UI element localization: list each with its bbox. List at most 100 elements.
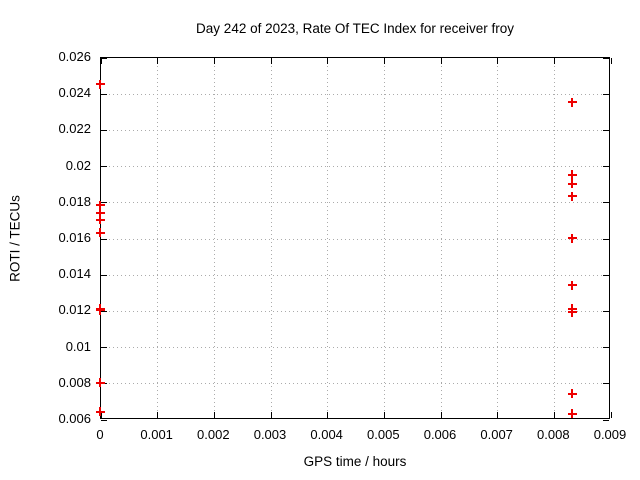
- data-point-marker: [567, 97, 577, 107]
- tick-mark-x: [157, 412, 159, 418]
- x-tick-label: 0.006: [423, 427, 457, 442]
- grid-line-horizontal: [101, 347, 609, 349]
- tick-mark-x: [553, 58, 555, 64]
- grid-line-horizontal: [101, 166, 609, 168]
- y-tick-label: 0.016: [58, 230, 91, 245]
- tick-mark-y: [101, 274, 107, 276]
- tick-mark-y: [603, 347, 609, 349]
- tick-mark-x: [610, 58, 612, 64]
- y-tick-label: 0.018: [58, 193, 91, 209]
- grid-line-horizontal: [101, 238, 609, 240]
- tick-mark-x: [213, 58, 215, 64]
- data-point-marker: [567, 191, 577, 201]
- y-tick-label: 0.024: [58, 85, 91, 101]
- data-point-marker: [567, 307, 577, 317]
- y-tick-label: 0.022: [58, 121, 91, 137]
- data-point-marker: [567, 233, 577, 243]
- tick-mark-y: [101, 129, 107, 131]
- grid-line-vertical: [270, 58, 272, 418]
- tick-mark-y: [603, 310, 609, 312]
- y-tick-label: 0.01: [65, 338, 91, 354]
- tick-mark-x: [157, 58, 159, 64]
- grid-line-vertical: [440, 58, 442, 418]
- x-tick-label: 0.008: [537, 427, 570, 442]
- data-point-marker: [95, 407, 105, 417]
- x-tick-label: 0.001: [140, 427, 173, 442]
- tick-mark-y: [101, 419, 107, 421]
- plot-area: [100, 57, 612, 421]
- grid-line-horizontal: [101, 274, 609, 276]
- grid-line-vertical: [497, 58, 499, 418]
- tick-mark-x: [327, 412, 329, 418]
- y-tick-label: 0.008: [58, 374, 91, 390]
- tick-mark-y: [603, 57, 609, 59]
- tick-mark-x: [383, 412, 385, 418]
- x-tick-label: 0.005: [367, 427, 400, 442]
- x-tick-label: 0.003: [253, 427, 287, 442]
- data-point-marker: [567, 179, 577, 189]
- chart-title: Day 242 of 2023, Rate Of TEC Index for r…: [196, 21, 514, 36]
- x-tick-label: 0.004: [310, 427, 343, 442]
- grid-line-vertical: [157, 58, 159, 418]
- tick-mark-y: [101, 57, 107, 59]
- data-point-marker: [567, 280, 577, 290]
- x-tick-label: 0.002: [197, 427, 230, 442]
- tick-mark-x: [440, 58, 442, 64]
- x-tick-label: 0.009: [593, 427, 627, 442]
- data-point-marker: [95, 228, 105, 238]
- y-tick-label: 0.02: [65, 157, 91, 173]
- tick-mark-y: [101, 347, 107, 349]
- data-point-marker: [567, 170, 577, 180]
- x-axis-label: GPS time / hours: [303, 454, 407, 469]
- data-point-marker: [567, 409, 577, 419]
- grid-line-horizontal: [101, 310, 609, 312]
- tick-mark-x: [213, 412, 215, 418]
- grid-line-vertical: [327, 58, 329, 418]
- tick-mark-x: [270, 412, 272, 418]
- grid-line-vertical: [383, 58, 385, 418]
- y-tick-label: 0.014: [58, 266, 91, 282]
- tick-mark-x: [327, 58, 329, 64]
- data-point-marker: [567, 389, 577, 399]
- tick-mark-y: [603, 202, 609, 204]
- tick-mark-y: [603, 93, 609, 95]
- x-tick-label: 0: [96, 427, 104, 442]
- data-point-marker: [95, 208, 105, 218]
- grid-line-vertical: [213, 58, 215, 418]
- tick-mark-y: [603, 166, 609, 168]
- grid-line-horizontal: [101, 383, 609, 385]
- data-point-marker: [95, 305, 105, 315]
- data-point-marker: [95, 200, 105, 210]
- tick-mark-y: [101, 202, 107, 204]
- grid-line-vertical: [553, 58, 555, 418]
- data-point-marker: [95, 215, 105, 225]
- tick-mark-x: [440, 412, 442, 418]
- tick-mark-y: [101, 383, 107, 385]
- tick-mark-y: [101, 310, 107, 312]
- tick-mark-x: [100, 58, 102, 64]
- grid-line-horizontal: [101, 129, 609, 131]
- tick-mark-x: [270, 58, 272, 64]
- tick-mark-x: [497, 412, 499, 418]
- y-tick-label: 0.012: [58, 302, 91, 318]
- tick-mark-y: [603, 274, 609, 276]
- data-point-marker: [95, 79, 105, 89]
- grid-line-horizontal: [101, 202, 609, 204]
- tick-mark-y: [603, 129, 609, 131]
- tick-mark-y: [603, 238, 609, 240]
- tick-mark-x: [383, 58, 385, 64]
- tick-mark-y: [101, 166, 107, 168]
- grid-line-horizontal: [101, 93, 609, 95]
- tick-mark-y: [101, 238, 107, 240]
- tick-mark-x: [100, 412, 102, 418]
- tick-mark-y: [603, 383, 609, 385]
- tick-mark-y: [603, 419, 609, 421]
- data-point-marker: [95, 378, 105, 388]
- tick-mark-y: [101, 93, 107, 95]
- y-tick-label: 0.026: [58, 49, 91, 64]
- tick-mark-x: [553, 412, 555, 418]
- tick-mark-x: [610, 412, 612, 418]
- x-tick-label: 0.007: [480, 427, 513, 442]
- tick-mark-x: [497, 58, 499, 64]
